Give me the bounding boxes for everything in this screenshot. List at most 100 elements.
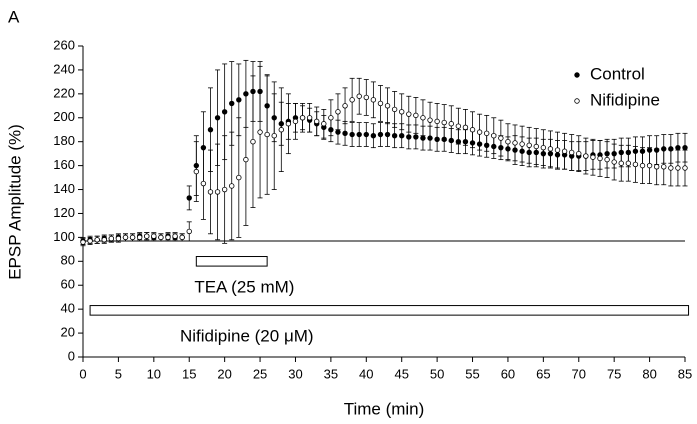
y-tick-label: 60: [61, 277, 75, 292]
data-point: [236, 174, 242, 181]
data-point: [498, 135, 504, 141]
legend-marker: [574, 98, 580, 104]
data-point: [172, 233, 178, 239]
data-point: [646, 162, 653, 169]
data-point: [363, 94, 369, 101]
data-point: [243, 156, 249, 163]
data-point: [406, 134, 412, 140]
data-point: [491, 133, 497, 139]
data-point: [285, 121, 292, 127]
data-point: [483, 130, 490, 137]
data-point: [321, 121, 327, 127]
y-axis-label: EPSP Amplitude (%): [5, 124, 24, 280]
data-point: [448, 121, 454, 127]
data-point: [115, 235, 122, 242]
data-point: [236, 97, 242, 103]
data-point: [682, 165, 688, 171]
data-point: [129, 234, 136, 241]
data-point: [675, 165, 681, 171]
data-point: [151, 233, 157, 239]
data-point: [264, 131, 270, 138]
data-point: [229, 183, 235, 189]
y-tick-label: 180: [53, 133, 75, 148]
data-point: [576, 150, 582, 157]
data-point: [618, 160, 624, 166]
y-tick-label: 220: [53, 85, 75, 100]
data-point: [229, 100, 235, 107]
data-point: [306, 115, 313, 121]
x-tick-label: 45: [394, 366, 408, 381]
x-tick-label: 20: [217, 366, 231, 381]
data-point: [94, 237, 100, 243]
x-tick-label: 10: [147, 366, 161, 381]
data-point: [193, 168, 200, 175]
y-tick-label: 20: [61, 325, 75, 340]
data-point: [547, 146, 554, 152]
x-tick-label: 60: [501, 366, 515, 381]
data-point: [391, 106, 398, 113]
data-point: [349, 97, 355, 103]
x-tick-label: 50: [430, 366, 444, 381]
y-tick-label: 120: [53, 205, 75, 220]
data-point: [469, 127, 476, 133]
data-point: [80, 239, 86, 245]
legend-marker: [574, 72, 580, 78]
data-point: [533, 143, 539, 150]
x-tick-label: 55: [465, 366, 479, 381]
data-point: [278, 127, 285, 133]
data-point: [413, 134, 419, 140]
data-point: [384, 103, 391, 109]
data-point: [370, 97, 377, 103]
data-point: [200, 180, 207, 187]
x-tick-label: 85: [678, 366, 692, 381]
y-tick-label: 200: [53, 109, 75, 124]
data-point: [214, 115, 221, 121]
data-point: [639, 162, 646, 169]
annotation-label: TEA (25 mM): [194, 278, 294, 297]
x-tick-label: 15: [182, 366, 196, 381]
data-point: [675, 144, 681, 151]
data-point: [427, 117, 433, 123]
data-point: [406, 111, 412, 117]
data-point: [186, 228, 192, 235]
data-point: [158, 234, 164, 241]
y-tick-label: 160: [53, 157, 75, 172]
application-bar: [89, 305, 690, 316]
data-point: [391, 133, 398, 139]
data-point: [540, 144, 547, 151]
data-point: [349, 131, 355, 138]
data-point: [604, 156, 610, 163]
data-point: [512, 140, 518, 146]
data-point: [434, 118, 440, 125]
data-point: [356, 131, 362, 138]
data-point: [122, 234, 129, 241]
data-point: [611, 159, 617, 165]
data-point: [136, 234, 143, 241]
data-point: [590, 154, 596, 160]
data-point: [356, 93, 362, 99]
legend-label: Nifidipine: [590, 90, 660, 109]
x-tick-label: 30: [288, 366, 302, 381]
data-point: [632, 161, 639, 168]
data-point: [399, 133, 405, 139]
data-point: [271, 133, 277, 139]
data-point: [221, 109, 228, 115]
data-point: [299, 115, 306, 121]
data-point: [342, 103, 348, 109]
y-tick-label: 240: [53, 61, 75, 76]
x-tick-label: 75: [607, 366, 621, 381]
x-tick-label: 40: [359, 366, 373, 381]
data-point: [420, 115, 426, 121]
data-point: [597, 155, 603, 162]
data-point: [505, 138, 511, 145]
data-point: [207, 127, 214, 133]
data-point: [221, 186, 228, 193]
data-point: [377, 100, 384, 107]
data-point: [179, 234, 185, 241]
data-point: [186, 195, 192, 201]
data-point: [455, 123, 462, 129]
application-bar: [195, 256, 268, 267]
data-point: [554, 147, 561, 153]
data-point: [413, 112, 419, 119]
